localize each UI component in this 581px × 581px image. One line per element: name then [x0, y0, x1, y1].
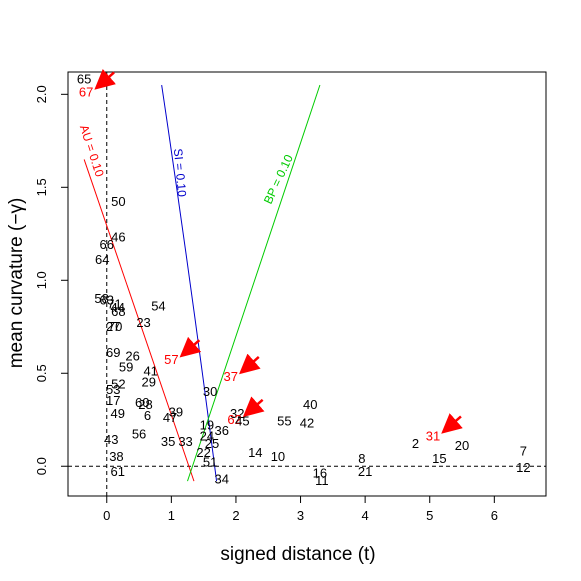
- highlight-arrow: [242, 396, 265, 418]
- y-tick-label: 1.0: [34, 271, 49, 289]
- point-label: 20: [455, 438, 469, 453]
- x-tick-label: 0: [103, 508, 110, 523]
- point-label: 33: [178, 434, 192, 449]
- y-tick-label: 1.5: [34, 178, 49, 196]
- point-label: 53: [106, 382, 120, 397]
- point-label: 71: [107, 296, 121, 311]
- point-label: 58: [94, 291, 108, 306]
- point-label: 12: [516, 460, 530, 475]
- curve-si: [161, 84, 218, 482]
- point-label: 47: [163, 410, 177, 425]
- point-label: 68: [111, 304, 125, 319]
- point-label: 52: [111, 376, 125, 391]
- point-label: 61: [111, 464, 125, 479]
- plot-area: [67, 71, 547, 497]
- point-label: 63: [100, 293, 114, 308]
- point-label: 38: [109, 449, 123, 464]
- point-label: 36: [215, 423, 229, 438]
- point-label: 15: [432, 451, 446, 466]
- point-label: 16: [313, 466, 327, 481]
- x-axis-label: signed distance (t): [220, 544, 375, 565]
- plot-frame: [67, 71, 547, 497]
- point-label: 44: [111, 300, 125, 315]
- highlight-arrow: [441, 413, 463, 434]
- x-tick-label: 3: [297, 508, 304, 523]
- y-tick-label: 0.5: [34, 364, 49, 382]
- point-label: 29: [142, 375, 156, 390]
- point-label: 65: [77, 71, 91, 86]
- point-label: 8: [358, 451, 365, 466]
- y-tick-label: 0.0: [34, 457, 49, 475]
- y-axis-label: mean curvature (−γ): [6, 198, 27, 369]
- point-label: 59: [119, 360, 133, 375]
- point-label: 66: [100, 237, 114, 252]
- point-label: 7: [520, 443, 527, 458]
- point-label: 67: [79, 84, 93, 99]
- point-label: 70: [108, 319, 122, 334]
- point-label: 26: [125, 349, 139, 364]
- point-label: 41: [143, 363, 157, 378]
- point-label: 11: [315, 473, 329, 488]
- point-label: 55: [277, 414, 291, 429]
- curve-bp: [187, 84, 321, 482]
- point-label: 6: [144, 408, 151, 423]
- y-tick-label: 2.0: [34, 85, 49, 103]
- curve-label: SI = 0.10: [171, 148, 189, 198]
- point-label: 28: [138, 397, 152, 412]
- point-label: 45: [235, 414, 249, 429]
- point-label: 24: [200, 428, 214, 443]
- point-label: 17: [106, 393, 120, 408]
- curve-au: [83, 159, 195, 482]
- point-label: 23: [136, 315, 150, 330]
- point-label: 2: [412, 436, 419, 451]
- highlight-arrow: [239, 353, 261, 375]
- axis-ticks: 0 1 2 3 4 5 60.00.51.01.52.0: [34, 85, 498, 523]
- point-label: 69: [106, 345, 120, 360]
- point-label: 51: [203, 455, 217, 470]
- point-label: 57: [164, 352, 178, 367]
- point-label: 46: [111, 230, 125, 245]
- point-label: 35: [161, 434, 175, 449]
- point-label: 56: [132, 427, 146, 442]
- highlight-arrows: [94, 69, 463, 434]
- point-label: 21: [358, 464, 372, 479]
- point-label: 43: [104, 432, 118, 447]
- point-label: 37: [224, 369, 238, 384]
- point-label: 39: [169, 404, 183, 419]
- highlight-arrow: [179, 336, 202, 358]
- point-label: 19: [200, 417, 214, 432]
- point-label: 60: [135, 395, 149, 410]
- point-label: 50: [111, 194, 125, 209]
- point-label: 34: [215, 471, 229, 486]
- x-tick-label: 2: [232, 508, 239, 523]
- x-tick-label: 6: [491, 508, 498, 523]
- curve-label: BP = 0.10: [261, 152, 296, 206]
- point-label: 62: [227, 412, 241, 427]
- point-label: 22: [196, 445, 210, 460]
- point-label: 40: [303, 397, 317, 412]
- point-label: 27: [106, 319, 120, 334]
- reference-lines: [68, 72, 546, 496]
- point-label: 25: [205, 436, 219, 451]
- point-label: 54: [151, 298, 165, 313]
- point-label: 42: [300, 415, 314, 430]
- x-tick-label: 1: [168, 508, 175, 523]
- point-label: 30: [203, 384, 217, 399]
- point-label: 14: [248, 445, 262, 460]
- curve-label: AU = 0.10: [77, 123, 107, 179]
- x-tick-label: 5: [426, 508, 433, 523]
- point-label: 64: [95, 252, 109, 267]
- point-label: 49: [111, 406, 125, 421]
- point-label: 32: [230, 406, 244, 421]
- x-tick-label: 4: [362, 508, 369, 523]
- point-label: 10: [271, 449, 285, 464]
- highlight-arrow: [94, 69, 116, 90]
- point-label: 31: [426, 428, 440, 443]
